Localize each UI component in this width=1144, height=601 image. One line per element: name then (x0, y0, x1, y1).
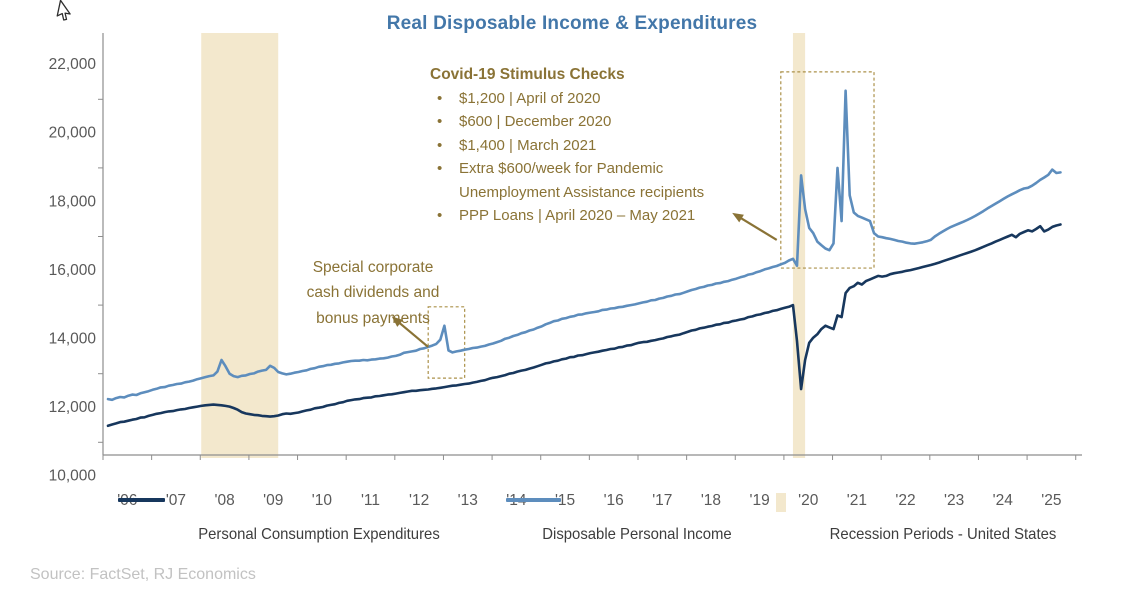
recession-band (201, 33, 279, 458)
bullet-icon: • (437, 90, 443, 107)
annotation-arrow (396, 320, 429, 348)
annotation-box-special-dividends-spike (427, 306, 466, 379)
annotation-arrow (737, 215, 778, 241)
chart-title: Real Disposable Income & Expenditures (386, 13, 758, 34)
series-line-dpi (106, 89, 1062, 402)
annotation-arrowhead (732, 212, 744, 223)
x-axis-label: '11 (361, 492, 380, 509)
stimulus-bullet: • $1,400 | March 2021 (430, 134, 748, 157)
x-axis-label: '17 (652, 492, 672, 509)
stimulus-bullet: • Extra $600/week for Pandemic Unemploym… (430, 157, 748, 204)
x-axis-label: '13 (458, 492, 478, 509)
mouse-cursor-icon (56, 0, 71, 21)
x-axis-label: '20 (798, 492, 819, 509)
x-axis-label: '25 (1041, 492, 1061, 509)
x-axis-label: '12 (409, 492, 429, 509)
legend-label-dpi: Disposable Personal Income (542, 526, 732, 543)
bullet-icon: • (437, 207, 443, 225)
legend-marker-dpi-line (506, 498, 561, 502)
bullet-icon: • (437, 160, 443, 178)
annotation-box-covid-stimulus-spikes (780, 71, 875, 269)
legend-marker-pce-line (118, 498, 165, 502)
x-axis-label: '21 (847, 492, 867, 509)
stimulus-bullet: • $1,200 | April of 2020 (430, 87, 748, 110)
x-axis-label: '23 (944, 492, 964, 509)
x-axis-label: '08 (214, 492, 234, 509)
x-axis-label: '18 (701, 492, 721, 509)
source-note: Source: FactSet, RJ Economics (30, 566, 256, 583)
x-axis-label: '19 (749, 492, 769, 509)
stimulus-bullet: • $600 | December 2020 (430, 110, 748, 133)
legend-label-recession: Recession Periods - United States (829, 526, 1057, 543)
y-axis-label: 18,000 (49, 193, 97, 210)
y-axis-label: 16,000 (49, 262, 97, 279)
annotation-arrowhead (391, 316, 404, 327)
x-axis-label: '10 (312, 492, 333, 509)
x-axis-label: '15 (555, 492, 575, 509)
y-axis-label: 14,000 (49, 330, 97, 347)
series-line-pce (106, 223, 1062, 428)
stimulus-annotation-title: Covid-19 Stimulus Checks (430, 66, 625, 83)
legend-marker-recession-swatch (776, 493, 786, 512)
dividends-annotation: Special corporate cash dividends and bon… (306, 259, 440, 327)
y-axis-label: 12,000 (49, 399, 97, 416)
y-axis-label: 22,000 (49, 56, 97, 73)
bullet-icon: • (437, 136, 443, 154)
y-axis-label: 20,000 (49, 125, 97, 142)
stimulus-bullet: • PPP Loans | April 2020 – May 2021 (430, 204, 748, 227)
x-axis-label: '24 (993, 492, 1014, 509)
legend-label-pce: Personal Consumption Expenditures (198, 526, 440, 543)
stimulus-annotation: Covid-19 Stimulus Checks • $1,200 | Apri… (430, 64, 748, 227)
x-axis-label: '07 (166, 492, 186, 509)
bullet-icon: • (437, 113, 443, 131)
x-axis-label: '16 (604, 492, 624, 509)
y-axis-label: 10,000 (49, 468, 97, 485)
x-axis-label: '09 (263, 492, 283, 509)
x-axis-label: '22 (895, 492, 915, 509)
